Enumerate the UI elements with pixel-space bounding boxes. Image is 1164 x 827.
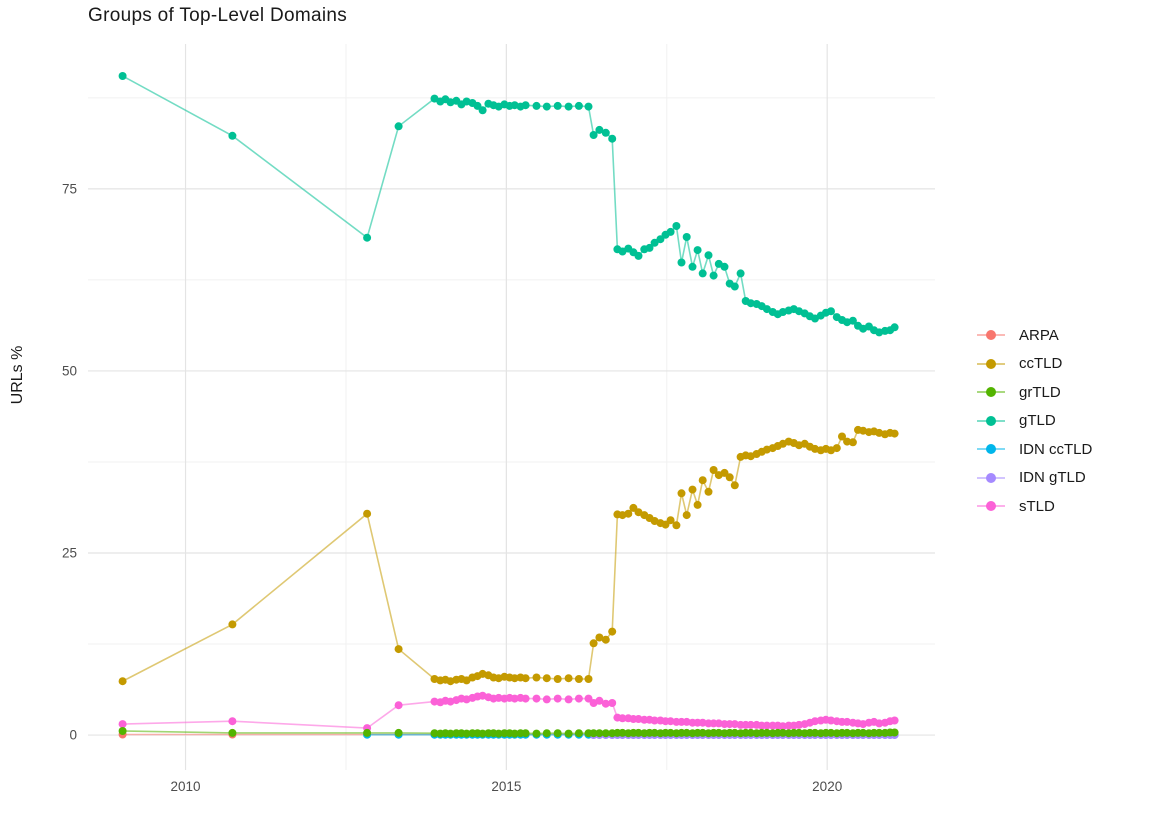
gridlines — [88, 44, 935, 770]
series-lines — [122, 75, 896, 736]
x-tick-label: 2010 — [171, 779, 201, 794]
legend-label-stld: sTLD — [1019, 497, 1055, 515]
y-tick-label: 75 — [62, 181, 77, 196]
legend: ARPA ccTLD grTLD gTLD IDN ccTLD IDN gTLD sTLD — [976, 321, 1092, 521]
series-line-gtld — [122, 75, 896, 334]
legend-label-idn-gtld: IDN gTLD — [1019, 469, 1086, 487]
legend-entry-cctld: ccTLD — [976, 350, 1092, 379]
legend-entry-grtld: grTLD — [976, 378, 1092, 407]
legend-label-arpa: ARPA — [1019, 326, 1059, 344]
legend-key-icon-grtld — [977, 387, 1005, 398]
y-tick-label: 50 — [62, 363, 77, 378]
x-tick-label: 2015 — [491, 779, 521, 794]
legend-entry-stld: sTLD — [976, 492, 1092, 521]
series-points-stld — [118, 691, 899, 733]
legend-label-idn-cctld: IDN ccTLD — [1019, 440, 1093, 458]
series-points-cctld — [118, 425, 899, 686]
series-points — [118, 72, 899, 739]
series-line-cctld — [122, 429, 895, 683]
chart-title: Groups of Top-Level Domains — [88, 5, 348, 26]
series-points-grtld — [118, 727, 899, 738]
legend-entry-idn-cctld: IDN ccTLD — [976, 435, 1092, 464]
legend-entry-idn-gtld: IDN gTLD — [976, 464, 1092, 493]
legend-label-cctld: ccTLD — [1019, 355, 1063, 373]
legend-key-icon-gtld — [977, 415, 1005, 426]
legend-key-icon-idn-cctld — [977, 444, 1005, 455]
legend-label-gtld: gTLD — [1019, 412, 1056, 430]
legend-key-icon-arpa — [977, 330, 1005, 341]
legend-entry-gtld: gTLD — [976, 407, 1092, 436]
y-tick-label: 25 — [62, 546, 77, 561]
series-points-gtld — [118, 72, 899, 337]
legend-key-icon-stld — [977, 501, 1005, 512]
legend-entry-arpa: ARPA — [976, 321, 1092, 350]
legend-key-icon-cctld — [977, 358, 1005, 369]
legend-key-icon-idn-gtld — [977, 472, 1005, 483]
x-tick-label: 2020 — [812, 779, 842, 794]
y-tick-label: 0 — [69, 728, 77, 743]
legend-label-grtld: grTLD — [1019, 383, 1061, 401]
axis-tick-labels: 0 25 50 75 2010 2015 2020 — [62, 181, 842, 794]
